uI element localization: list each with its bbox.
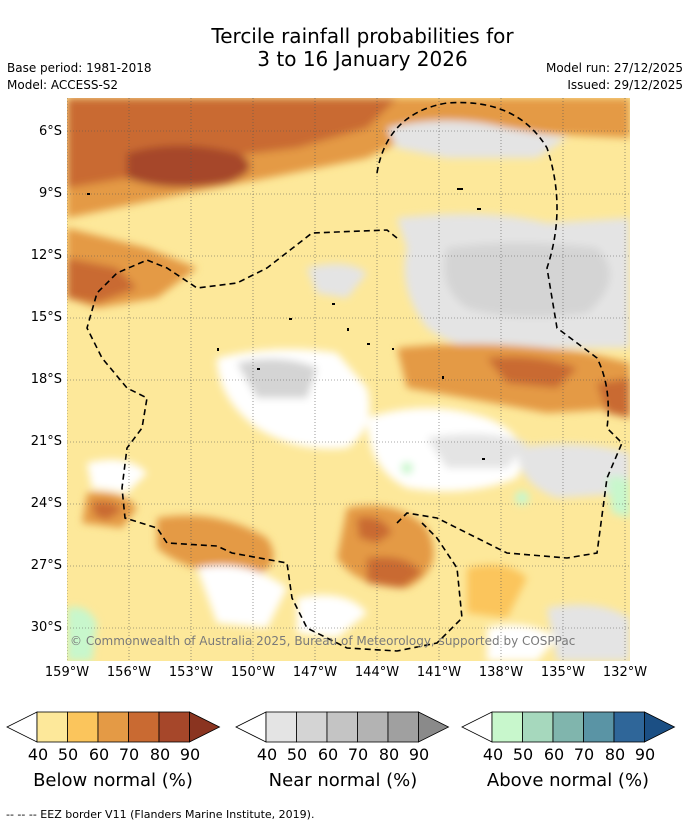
colorbar-above-normal xyxy=(461,711,676,743)
colorbar-segment xyxy=(326,711,358,743)
map-canvas xyxy=(67,98,630,661)
colorbars xyxy=(6,711,676,743)
graticule xyxy=(67,98,630,661)
lat-label: 6°S xyxy=(38,124,62,139)
model-run-label: Model run: 27/12/2025 xyxy=(545,61,683,75)
colorbar-segment xyxy=(357,711,389,743)
colorbar-segment xyxy=(583,711,615,743)
colorbar-below-title: Below normal (%) xyxy=(33,770,193,791)
colorbar-tick: 50 xyxy=(57,745,79,764)
colorbar-tick: 90 xyxy=(179,745,201,764)
issued-label: Issued: 29/12/2025 xyxy=(567,78,683,92)
lat-label: 9°S xyxy=(38,186,62,201)
lat-label: 12°S xyxy=(30,248,62,263)
lon-label: 144°W xyxy=(354,665,400,680)
lon-label: 153°W xyxy=(168,665,214,680)
colorbar-segment xyxy=(97,711,129,743)
lat-label: 18°S xyxy=(30,372,62,387)
map-title-line1: Tercile rainfall probabilities for xyxy=(211,24,514,48)
colorbar-tick: 60 xyxy=(317,745,339,764)
probability-fields xyxy=(67,98,630,661)
colorbar-lower-extension xyxy=(461,711,493,743)
lon-label: 156°W xyxy=(106,665,152,680)
colorbar-upper-extension xyxy=(644,711,676,743)
colorbar-lower-extension xyxy=(235,711,267,743)
colorbar-tick: 60 xyxy=(88,745,110,764)
colorbar-tick: 60 xyxy=(543,745,565,764)
colorbar-tick: 50 xyxy=(286,745,308,764)
map-title-line2: 3 to 16 January 2026 xyxy=(257,47,468,71)
colorbar-tick: 50 xyxy=(512,745,534,764)
lat-label: 24°S xyxy=(30,496,62,511)
colorbar-tick: 70 xyxy=(573,745,595,764)
colorbar-tick: 40 xyxy=(27,745,49,764)
colorbar-tick: 70 xyxy=(347,745,369,764)
model-label: Model: ACCESS-S2 xyxy=(7,78,119,92)
colorbar-above-title: Above normal (%) xyxy=(486,770,650,791)
lon-label: 132°W xyxy=(602,665,648,680)
probability-map[interactable]: © Commonwealth of Australia 2025, Bureau… xyxy=(67,98,630,661)
lon-label: 141°W xyxy=(416,665,462,680)
colorbar-near-normal xyxy=(235,711,450,743)
colorbar-segment xyxy=(491,711,523,743)
lat-label: 21°S xyxy=(30,434,62,449)
colorbar-segment xyxy=(158,711,190,743)
lon-label: 138°W xyxy=(478,665,524,680)
lat-label: 27°S xyxy=(30,558,62,573)
colorbar-segment xyxy=(296,711,328,743)
eez-legend-footer: -- -- -- EEZ border V11 (Flanders Marine… xyxy=(6,808,315,821)
eez-border xyxy=(86,101,623,652)
colorbar-tick: 40 xyxy=(256,745,278,764)
colorbar-segment xyxy=(128,711,160,743)
colorbar-tick: 70 xyxy=(118,745,140,764)
colorbar-segment xyxy=(613,711,645,743)
colorbar-lower-extension xyxy=(6,711,38,743)
colorbar-segment xyxy=(67,711,99,743)
lon-label: 150°W xyxy=(230,665,276,680)
colorbar-upper-extension xyxy=(189,711,221,743)
colorbar-below-normal xyxy=(6,711,221,743)
colorbar-segment xyxy=(265,711,297,743)
base-period-label: Base period: 1981-2018 xyxy=(7,61,152,75)
lon-label: 159°W xyxy=(44,665,90,680)
islands xyxy=(87,188,485,460)
colorbar-segment xyxy=(36,711,68,743)
colorbar-tick: 90 xyxy=(634,745,656,764)
lon-label: 147°W xyxy=(292,665,338,680)
colorbar-tick: 80 xyxy=(149,745,171,764)
colorbar-segment xyxy=(552,711,584,743)
colorbar-tick: 90 xyxy=(408,745,430,764)
copyright-text: © Commonwealth of Australia 2025, Bureau… xyxy=(70,634,576,648)
lat-label: 30°S xyxy=(30,620,62,635)
colorbar-tick: 80 xyxy=(604,745,626,764)
colorbar-segment xyxy=(522,711,554,743)
colorbar-tick: 40 xyxy=(482,745,504,764)
colorbar-upper-extension xyxy=(418,711,450,743)
lat-label: 15°S xyxy=(30,310,62,325)
colorbar-near-title: Near normal (%) xyxy=(268,770,418,791)
colorbar-segment xyxy=(387,711,419,743)
lon-label: 135°W xyxy=(540,665,586,680)
colorbar-tick: 80 xyxy=(378,745,400,764)
